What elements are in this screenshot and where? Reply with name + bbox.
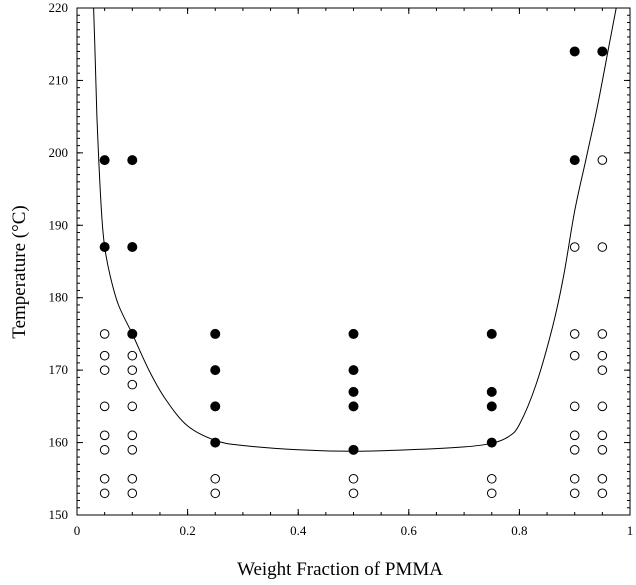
- open-data-point: [99, 488, 110, 499]
- y-tick-label: 160: [49, 435, 69, 450]
- open-data-point: [597, 242, 608, 252]
- open-data-point: [597, 365, 608, 375]
- open-data-point: [597, 329, 608, 339]
- open-data-point: [99, 445, 110, 455]
- points-layer: [99, 46, 608, 499]
- x-tick-label: 0: [74, 523, 81, 538]
- y-axis-title: Temperature (°C): [9, 205, 30, 338]
- y-tick-label: 180: [49, 290, 69, 305]
- open-data-point: [127, 445, 138, 455]
- open-data-point: [569, 401, 580, 412]
- open-data-point: [597, 445, 608, 455]
- open-data-point: [99, 401, 110, 412]
- filled-data-point: [486, 386, 497, 397]
- y-tick-label: 150: [49, 507, 69, 522]
- open-data-point: [348, 473, 359, 484]
- open-data-point: [569, 350, 580, 361]
- x-tick-label: 0.4: [290, 523, 307, 538]
- y-tick-label: 190: [49, 217, 69, 232]
- open-data-point: [597, 350, 608, 361]
- open-data-point: [99, 430, 110, 441]
- filled-data-point: [569, 46, 580, 57]
- open-data-point: [127, 488, 138, 499]
- open-data-point: [597, 430, 608, 441]
- open-data-point: [210, 473, 221, 484]
- filled-data-point: [210, 437, 221, 448]
- open-data-point: [569, 430, 580, 441]
- filled-data-point: [486, 328, 497, 339]
- filled-data-point: [569, 155, 580, 166]
- open-data-point: [569, 329, 580, 339]
- filled-data-point: [210, 401, 221, 412]
- y-tick-label: 210: [49, 72, 69, 87]
- filled-data-point: [348, 401, 359, 412]
- open-data-point: [99, 473, 110, 484]
- open-data-point: [597, 473, 608, 484]
- open-data-point: [127, 379, 138, 390]
- plot-frame: [76, 7, 631, 516]
- open-data-point: [486, 488, 497, 499]
- filled-data-point: [348, 444, 359, 455]
- open-data-point: [348, 488, 359, 499]
- filled-data-point: [210, 328, 221, 339]
- filled-data-point: [99, 155, 110, 166]
- open-data-point: [99, 329, 110, 339]
- x-tick-label: 0.2: [179, 523, 195, 538]
- filled-data-point: [348, 365, 359, 376]
- open-data-point: [127, 473, 138, 484]
- open-data-point: [127, 401, 138, 412]
- x-tick-label: 0.6: [401, 523, 418, 538]
- filled-data-point: [127, 155, 138, 166]
- open-data-point: [569, 242, 580, 252]
- filled-data-point: [486, 437, 497, 448]
- curve-layer: [93, 8, 617, 452]
- open-data-point: [127, 430, 138, 441]
- filled-data-point: [486, 401, 497, 412]
- y-tick-label: 170: [49, 362, 69, 377]
- filled-data-point: [348, 328, 359, 339]
- filled-data-point: [348, 386, 359, 397]
- open-data-point: [597, 401, 608, 412]
- filled-data-point: [99, 242, 110, 253]
- open-data-point: [127, 365, 138, 375]
- open-data-point: [210, 488, 221, 499]
- filled-data-point: [210, 365, 221, 376]
- y-tick-label: 200: [49, 145, 69, 160]
- open-data-point: [127, 350, 138, 361]
- open-data-point: [99, 350, 110, 361]
- open-data-point: [569, 445, 580, 455]
- axes: 0 0.2 0.4 0.6 0.8 1 150 160 170 180 190 200 210 220: [49, 0, 634, 538]
- open-data-point: [569, 488, 580, 499]
- phase-boundary-curve: [93, 8, 617, 452]
- x-tick-label: 1: [627, 523, 634, 538]
- y-tick-label: 220: [49, 0, 69, 15]
- filled-data-point: [127, 328, 138, 339]
- open-data-point: [486, 473, 497, 484]
- x-tick-label: 0.8: [511, 523, 527, 538]
- open-data-point: [99, 365, 110, 375]
- open-data-point: [569, 473, 580, 484]
- open-data-point: [597, 155, 608, 165]
- x-axis-title: Weight Fraction of PMMA: [237, 559, 443, 580]
- filled-data-point: [597, 46, 608, 57]
- open-data-point: [597, 488, 608, 499]
- filled-data-point: [127, 242, 138, 253]
